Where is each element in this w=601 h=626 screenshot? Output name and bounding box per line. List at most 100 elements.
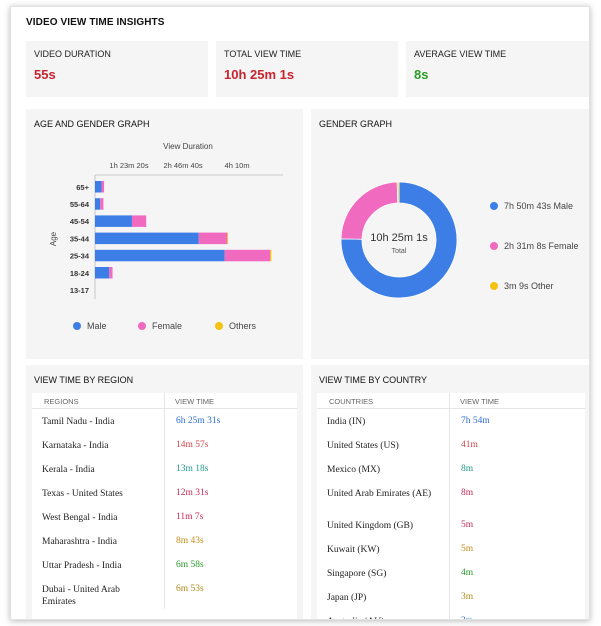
table-header: REGIONS VIEW TIME — [32, 393, 297, 409]
age-gender-legend: Male Female Others — [26, 321, 303, 335]
row-view-time: 41m — [461, 440, 478, 450]
gender-donut-chart: 10h 25m 1s Total — [340, 181, 458, 299]
table-row: Singapore (SG) 4m — [317, 561, 585, 585]
bar-male-65+[interactable] — [95, 181, 102, 193]
row-name: Singapore (SG) — [327, 569, 387, 579]
legend-dot-icon — [490, 202, 498, 210]
table-row: Maharashtra - India 8m 43s — [32, 529, 297, 553]
donut-slice-2[interactable] — [396, 181, 400, 204]
bar-female-35-44[interactable] — [198, 232, 228, 245]
table-row: India (IN) 7h 54m — [317, 409, 585, 433]
x-tick-label: 1h 23m 20s — [109, 161, 148, 170]
row-view-time: 4m — [461, 568, 474, 578]
country-table-body: India (IN) 7h 54m United States (US) 41m Mex… — [317, 409, 585, 619]
row-name: Maharashtra - India — [42, 537, 117, 547]
row-view-time: 13m 18s — [176, 464, 209, 474]
y-tick-label: 18-24 — [70, 269, 90, 278]
row-name: West Bengal - India — [42, 513, 118, 523]
legend-dot-icon — [490, 282, 498, 290]
donut-slice-0[interactable] — [340, 181, 458, 299]
kpi-value: 10h 25m 1s — [224, 67, 295, 82]
bar-male-55-64[interactable] — [95, 198, 101, 210]
row-view-time: 6m 53s — [176, 584, 204, 594]
table-row: United Kingdom (GB) 5m — [317, 513, 585, 537]
row-view-time: 6h 25m 31s — [176, 416, 221, 426]
bar-female-25-34[interactable] — [224, 249, 271, 262]
donut-slice-1[interactable] — [340, 181, 399, 240]
legend-label: Others — [229, 321, 257, 331]
row-name: India (IN) — [327, 417, 366, 427]
y-tick-label: 13-17 — [70, 286, 89, 295]
table-row: Texas - United States 12m 31s — [32, 481, 297, 505]
table-row: Tamil Nadu - India 6h 25m 31s — [32, 409, 297, 433]
legend-item-female[interactable]: Female — [138, 321, 182, 331]
row-view-time: 8m — [461, 464, 474, 474]
row-view-time: 5m — [461, 520, 474, 530]
donut-center-value: 10h 25m 1s — [370, 232, 428, 244]
table-row: Mexico (MX) 8m — [317, 457, 585, 481]
kpi-total-view-time: TOTAL VIEW TIME 10h 25m 1s — [216, 41, 398, 97]
bar-others-25-34[interactable] — [270, 249, 272, 262]
legend-label: 2h 31m 8s Female — [504, 241, 579, 251]
legend-item-male[interactable]: Male — [73, 321, 107, 331]
row-name: Uttar Pradesh - India — [42, 561, 122, 571]
legend-dot-icon — [215, 322, 223, 330]
legend-label: 3m 9s Other — [504, 281, 554, 291]
y-tick-label: 25-34 — [70, 252, 90, 261]
column-header-view-time: VIEW TIME — [460, 397, 500, 406]
row-view-time: 11m 7s — [176, 512, 204, 522]
row-name: Karnataka - India — [42, 441, 109, 451]
bar-female-65+[interactable] — [101, 181, 105, 193]
kpi-label: AVERAGE VIEW TIME — [414, 49, 507, 59]
row-name: Kuwait (KW) — [327, 545, 380, 555]
gender-legend-item[interactable]: 7h 50m 43s Male — [490, 201, 573, 211]
legend-dot-icon — [138, 322, 146, 330]
bar-female-18-24[interactable] — [109, 267, 113, 279]
row-view-time: 12m 31s — [176, 488, 209, 498]
table-row: Japan (JP) 3m — [317, 585, 585, 609]
x-tick-label: 4h 10m — [225, 161, 250, 170]
country-table-panel: VIEW TIME BY COUNTRY COUNTRIES VIEW TIME… — [311, 365, 589, 619]
column-header-regions: REGIONS — [44, 397, 79, 406]
table-row: Kuwait (KW) 5m — [317, 537, 585, 561]
table-row: Dubai - United Arab Emirates 6m 53s — [32, 577, 297, 609]
bar-male-45-54[interactable] — [95, 215, 132, 227]
row-name: Dubai - United Arab Emirates — [42, 585, 120, 607]
column-header-view-time: VIEW TIME — [175, 397, 215, 406]
legend-dot-icon — [73, 322, 81, 330]
bar-male-18-24[interactable] — [95, 267, 110, 279]
row-name: Australia (AU) — [327, 616, 437, 619]
row-name: Tamil Nadu - India — [42, 417, 115, 427]
gender-legend-item[interactable]: 3m 9s Other — [490, 281, 554, 291]
row-name: United Kingdom (GB) — [327, 521, 414, 531]
row-name: Kerala - India — [42, 465, 95, 475]
table-row: United States (US) 41m — [317, 433, 585, 457]
age-gender-bar-chart: View Duration 1h 23m 20s 2h 46m 40s 4h 10m… — [49, 142, 283, 299]
legend-item-others[interactable]: Others — [215, 321, 256, 331]
row-name: Mexico (MX) — [327, 465, 381, 475]
region-table-panel: VIEW TIME BY REGION REGIONS VIEW TIME Ta… — [26, 365, 303, 619]
bar-male-35-44[interactable] — [95, 232, 199, 245]
row-view-time: 3m — [461, 592, 474, 602]
chart-title: View Duration — [163, 142, 213, 151]
table-row: West Bengal - India 11m 7s — [32, 505, 297, 529]
bar-others-35-44[interactable] — [227, 232, 229, 245]
row-view-time: 8m 43s — [176, 536, 204, 546]
y-tick-label: 35-44 — [70, 234, 90, 243]
row-name: United States (US) — [327, 441, 399, 451]
y-axis-label: Age — [49, 231, 58, 246]
y-tick-label: 45-54 — [70, 217, 90, 226]
kpi-video-duration: VIDEO DURATION 55s — [26, 41, 208, 97]
gender-legend-item[interactable]: 2h 31m 8s Female — [490, 241, 579, 251]
y-tick-label: 65+ — [76, 183, 89, 192]
legend-label: Male — [87, 321, 107, 331]
legend-dot-icon — [490, 242, 498, 250]
bar-female-55-64[interactable] — [100, 198, 104, 210]
kpi-average-view-time: AVERAGE VIEW TIME 8s — [406, 41, 589, 97]
column-header-countries: COUNTRIES — [329, 397, 374, 406]
bar-male-25-34[interactable] — [95, 249, 225, 262]
gender-panel: GENDER GRAPH 10h 25m 1s Total 7h 50m 43s… — [311, 109, 589, 359]
page-title: VIDEO VIEW TIME INSIGHTS — [26, 17, 165, 28]
bar-female-45-54[interactable] — [131, 215, 147, 227]
row-view-time: 8m — [461, 488, 474, 498]
